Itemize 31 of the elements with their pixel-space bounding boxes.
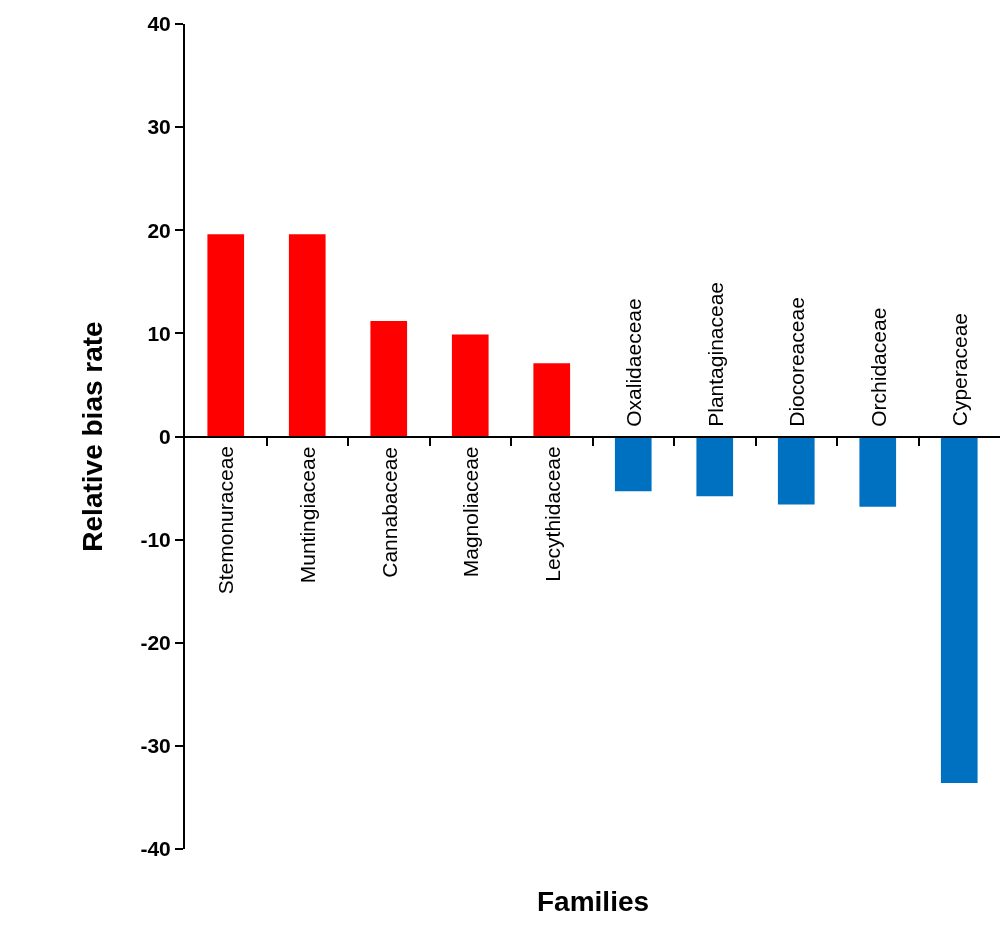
x-tick-label: Stemonuraceae xyxy=(214,445,238,595)
y-tick-label: -40 xyxy=(140,837,171,861)
x-tick-label: Magnoliaceae xyxy=(459,446,483,578)
y-tick-label: 10 xyxy=(147,321,171,345)
x-tick-label: Diocoreaceae xyxy=(784,297,808,427)
y-tick-label: -30 xyxy=(140,734,171,758)
x-tick-label: Cannabaceae xyxy=(377,446,401,578)
x-tick-label: Oxalidaeceae xyxy=(621,298,645,427)
x-axis-title: Families xyxy=(537,886,650,917)
bar xyxy=(533,363,571,437)
y-tick-label: 20 xyxy=(147,218,171,242)
bar xyxy=(940,436,978,783)
y-tick-label: -10 xyxy=(140,527,171,551)
bar xyxy=(207,234,245,437)
y-tick-label: 30 xyxy=(147,115,171,139)
x-tick-label: Orchidaceae xyxy=(866,307,890,427)
bar xyxy=(288,234,326,437)
y-tick-label: -20 xyxy=(140,631,171,655)
bar xyxy=(451,334,489,437)
bar xyxy=(859,436,897,507)
bar xyxy=(696,436,734,497)
bar xyxy=(777,436,815,505)
x-tick-label: Cyperaceae xyxy=(948,313,972,427)
y-tick-label: 40 xyxy=(147,12,171,36)
bar xyxy=(370,321,408,437)
bar xyxy=(614,436,652,492)
x-tick-label: Lecythidaceae xyxy=(540,446,564,582)
x-tick-label: Muntingiaceae xyxy=(296,446,320,584)
x-tick-label: Plantaginaceae xyxy=(703,281,727,427)
y-axis-title: Relative bias rate xyxy=(76,321,108,552)
y-tick-label: 0 xyxy=(159,424,171,448)
